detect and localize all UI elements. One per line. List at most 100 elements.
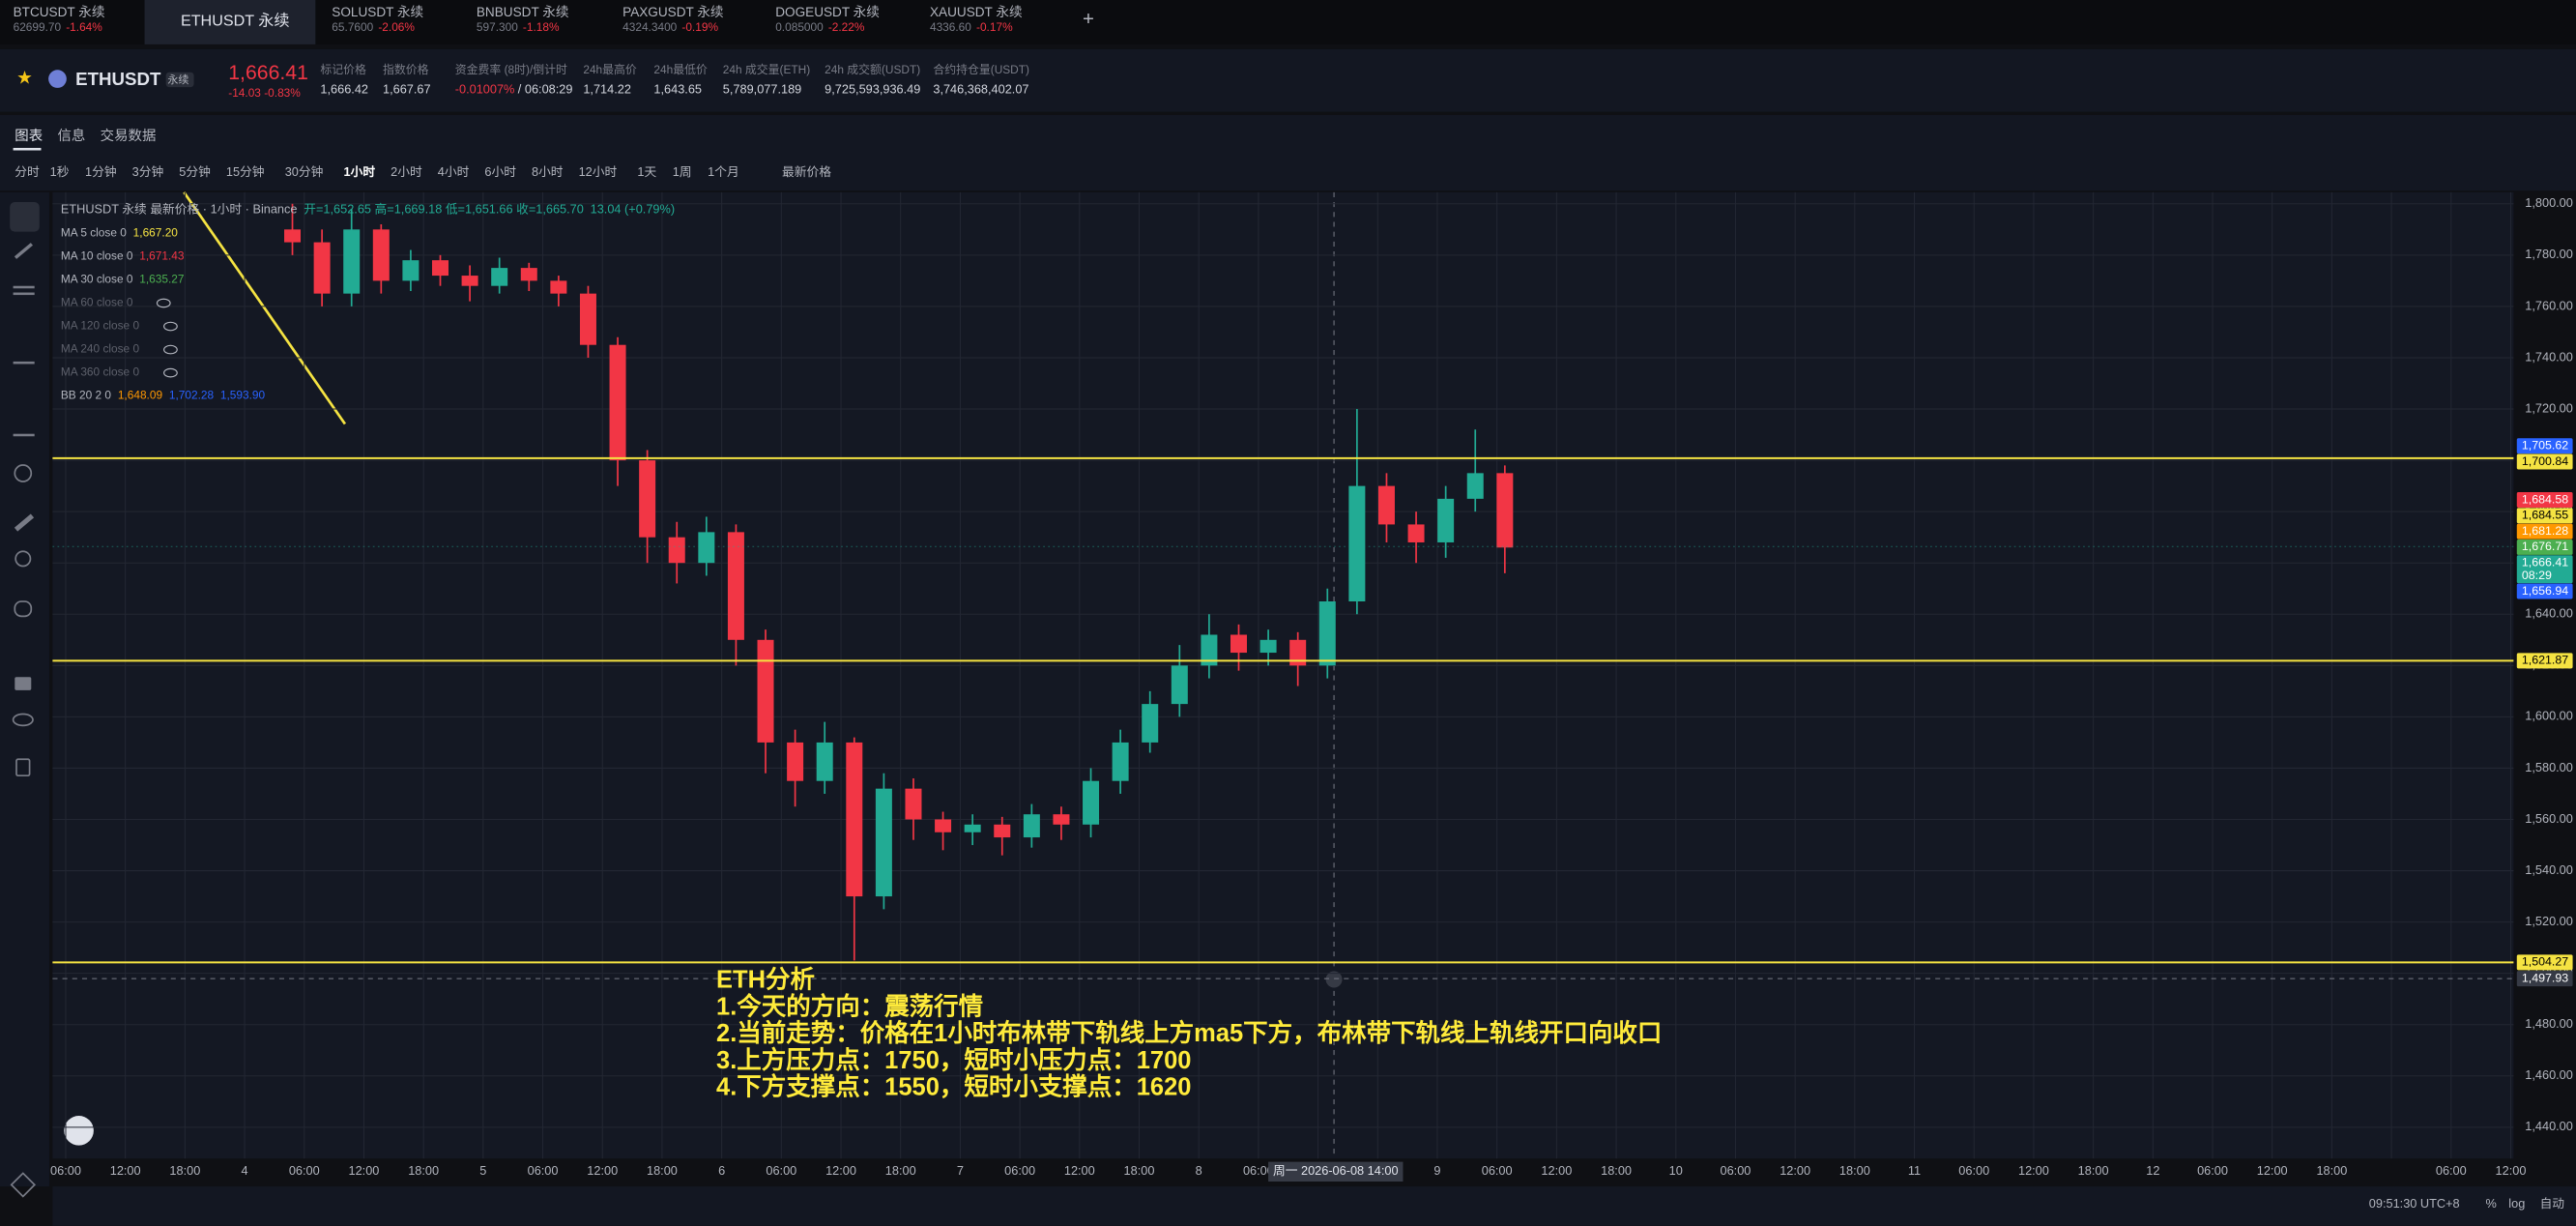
indicator[interactable]: MA 5 close 0 1,667.20 [61, 225, 178, 239]
interval[interactable]: 12小时 [579, 164, 618, 179]
status-percent[interactable]: % [2485, 1196, 2496, 1211]
x-tick-label: 12:00 [587, 1163, 618, 1178]
interval[interactable]: 分时 [14, 164, 40, 179]
candle-body [964, 824, 981, 832]
stat-value-line: 1,666.42 [320, 82, 368, 97]
view-tab[interactable]: 交易数据 [101, 127, 157, 144]
interval[interactable]: 1天 [637, 164, 656, 179]
x-tick-label: 12:00 [2496, 1163, 2527, 1178]
stat-label: 24h最高价 [583, 63, 637, 76]
tool-trash[interactable] [15, 758, 31, 777]
tool-active[interactable] [10, 202, 40, 232]
tab-symbol[interactable]: SOLUSDT 永续 [332, 5, 423, 19]
indicator-eye[interactable] [163, 367, 178, 378]
tool-emoji[interactable] [14, 464, 33, 482]
stat-value: 1,643.65 [653, 82, 702, 97]
indicator[interactable]: MA 30 close 0 1,635.27 [61, 273, 185, 286]
tool-ruler[interactable] [14, 513, 35, 532]
interval[interactable]: 1秒 [50, 164, 70, 179]
interval[interactable]: 1周 [673, 164, 692, 179]
tool-hlines[interactable] [13, 285, 35, 289]
candle-body [461, 276, 478, 286]
candle-body [1083, 780, 1100, 825]
candle-body [1289, 639, 1307, 666]
indicator-name: MA 360 close 0 [61, 365, 140, 379]
x-tick-label: 06:00 [2197, 1163, 2228, 1178]
candle-body [935, 819, 952, 832]
indicator[interactable]: BB 20 2 0 1,648.09 1,702.28 1,593.90 [61, 389, 266, 402]
status-log[interactable]: log [2508, 1196, 2525, 1211]
stat-value-line: 1,714.22 [583, 82, 631, 97]
stat-value: -0.01007% [455, 82, 515, 97]
tool-text[interactable] [13, 433, 35, 437]
status-auto[interactable]: 自动 [2540, 1196, 2565, 1211]
interval[interactable]: 30分钟 [285, 164, 324, 179]
interval[interactable]: 1个月 [708, 164, 739, 179]
tool-line[interactable] [14, 243, 34, 259]
tab-quote: 597.300 -1.18% [477, 20, 560, 34]
x-tick-label: 12:00 [349, 1163, 380, 1178]
x-tick-label: 06:00 [766, 1163, 796, 1178]
indicator[interactable]: MA 360 close 0 [61, 365, 140, 379]
legend-title: ETHUSDT 永续 最新价格 · 1小时 · Binance [61, 202, 298, 217]
candle-body [1023, 814, 1040, 838]
interval[interactable]: 3分钟 [132, 164, 164, 179]
tab-symbol[interactable]: PAXGUSDT 永续 [622, 5, 723, 19]
add-tab[interactable]: + [1083, 9, 1094, 30]
view-tab[interactable]: 信息 [57, 128, 85, 144]
price-tag [2516, 438, 2573, 454]
favorite-star[interactable]: ★ [16, 68, 33, 88]
indicator[interactable]: MA 60 close 0 [61, 296, 133, 309]
tab-change: -1.64% [66, 20, 102, 34]
y-tick-label: 1,600.00 [2525, 709, 2573, 723]
x-tick-label: 06:00 [1482, 1163, 1513, 1178]
indicator-eye[interactable] [163, 321, 178, 332]
tab-symbol[interactable]: DOGEUSDT 永续 [775, 5, 880, 19]
interval[interactable]: 4小时 [438, 164, 470, 179]
interval[interactable]: 8小时 [532, 164, 564, 179]
indicator[interactable]: MA 10 close 0 1,671.43 [61, 249, 185, 263]
tool-magnet[interactable] [14, 600, 33, 618]
crosshair-plus[interactable] [1325, 971, 1343, 988]
indicator-eye[interactable] [163, 344, 178, 355]
stat-label: 24h最低价 [653, 63, 708, 76]
stat-label: 指数价格 [383, 63, 429, 76]
view-tab[interactable]: 图表 [14, 128, 43, 144]
tab-symbol[interactable]: BNBUSDT 永续 [477, 5, 569, 19]
indicator[interactable]: MA 120 close 0 [61, 319, 140, 333]
candle-body [846, 742, 863, 897]
tool-zoom[interactable] [14, 550, 32, 568]
tool-layers[interactable] [10, 1172, 37, 1198]
x-tick-label: 12:00 [110, 1163, 141, 1178]
interval[interactable]: 6小时 [484, 164, 516, 179]
interval[interactable]: 2小时 [391, 164, 422, 179]
tab-symbol[interactable]: ETHUSDT 永续 [181, 12, 290, 29]
price-tag [2516, 954, 2573, 971]
price-tag-label: 1,676.71 [2522, 540, 2568, 553]
tool-eye[interactable] [12, 713, 34, 727]
tab-change: -0.17% [976, 20, 1013, 34]
interval[interactable]: 5分钟 [179, 164, 211, 179]
interval[interactable]: 15分钟 [226, 164, 265, 179]
tab-symbol[interactable]: BTCUSDT 永续 [14, 5, 105, 19]
indicator-eye[interactable] [156, 298, 171, 308]
interval[interactable]: 1小时 [344, 164, 376, 179]
x-tick-label: 18:00 [2078, 1163, 2109, 1178]
tool-hlines-2[interactable] [13, 292, 35, 296]
tool-fib[interactable] [13, 361, 35, 365]
candle-body [698, 532, 715, 564]
price-type[interactable]: 最新价格 [782, 164, 831, 179]
y-tick-label: 1,800.00 [2525, 195, 2573, 210]
candle-body [757, 639, 774, 743]
tab-symbol[interactable]: XAUUSDT 永续 [930, 5, 1023, 19]
stat-value-line: 1,667.67 [383, 82, 431, 97]
indicator[interactable]: MA 240 close 0 [61, 342, 140, 356]
candle-body [727, 532, 744, 640]
tool-lock[interactable] [14, 677, 32, 690]
stat-value-line: 5,789,077.189 [723, 82, 801, 97]
x-tick-label: 06:00 [50, 1163, 81, 1178]
crosshair-x-label: 周一 2026-06-08 14:00 [1273, 1163, 1399, 1178]
interval[interactable]: 1分钟 [85, 164, 117, 179]
candle-body [1496, 473, 1514, 548]
y-tick-label: 1,740.00 [2525, 349, 2573, 364]
